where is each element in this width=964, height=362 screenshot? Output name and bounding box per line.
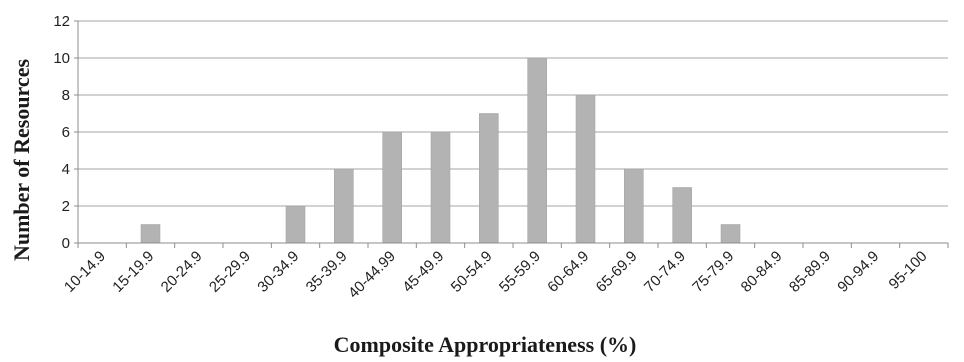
- y-tick-label: 4: [62, 161, 70, 178]
- x-tick-label: 70-74.9: [641, 248, 689, 296]
- x-tick-label: 85-89.9: [786, 248, 834, 296]
- x-tick-label: 10-14.9: [61, 248, 109, 296]
- bar-15-19.9: [140, 224, 161, 244]
- x-tick-label: 15-19.9: [109, 248, 157, 296]
- x-tick-label: 55-59.9: [496, 248, 544, 296]
- y-tick-labels: 0 2 4 6 8 10 12: [53, 13, 70, 252]
- y-axis-title: Number of Resources: [9, 59, 34, 261]
- y-tick-label: 12: [53, 13, 70, 30]
- y-tick-label: 2: [62, 198, 70, 215]
- bar-60-64.9: [575, 94, 596, 244]
- y-tick-label: 8: [62, 87, 70, 104]
- bars: [140, 57, 741, 244]
- bar-70-74.9: [672, 187, 692, 244]
- y-tick-label: 6: [62, 124, 70, 141]
- y-tick-label: 0: [62, 235, 70, 252]
- bar-65-69.9: [624, 168, 644, 244]
- y-tick-label: 10: [53, 50, 70, 67]
- axes: [74, 20, 949, 248]
- bar-55-59.9: [527, 57, 547, 244]
- x-tick-label: 50-54.9: [448, 248, 496, 296]
- bar-50-54.9: [479, 113, 499, 244]
- bar-75-79.9: [720, 224, 741, 244]
- bar-45-49.9: [430, 131, 451, 244]
- x-tick-label: 30-34.9: [254, 248, 302, 296]
- x-axis-title: Composite Appropriateness (%): [334, 332, 637, 357]
- x-tick-label: 95-100: [886, 248, 931, 293]
- bar-40-44.99: [382, 131, 402, 244]
- x-tick-labels: 10-14.9 15-19.9 20-24.9 25-29.9 30-34.9 35-39…: [61, 248, 931, 302]
- x-tick-label: 90-94.9: [834, 248, 882, 296]
- x-tick-label: 25-29.9: [206, 248, 254, 296]
- bar-35-39.9: [334, 168, 354, 244]
- x-tick-label: 40-44.99: [345, 248, 399, 302]
- x-tick-label: 65-69.9: [593, 248, 641, 296]
- x-tick-label: 35-39.9: [303, 248, 351, 296]
- x-tick-label: 45-49.9: [399, 248, 447, 296]
- bar-30-34.9: [285, 205, 306, 244]
- x-tick-label: 60-64.9: [544, 248, 592, 296]
- x-tick-label: 80-84.9: [738, 248, 786, 296]
- grid-lines: [78, 20, 948, 207]
- x-tick-label: 75-79.9: [689, 248, 737, 296]
- x-tick-label: 20-24.9: [158, 248, 206, 296]
